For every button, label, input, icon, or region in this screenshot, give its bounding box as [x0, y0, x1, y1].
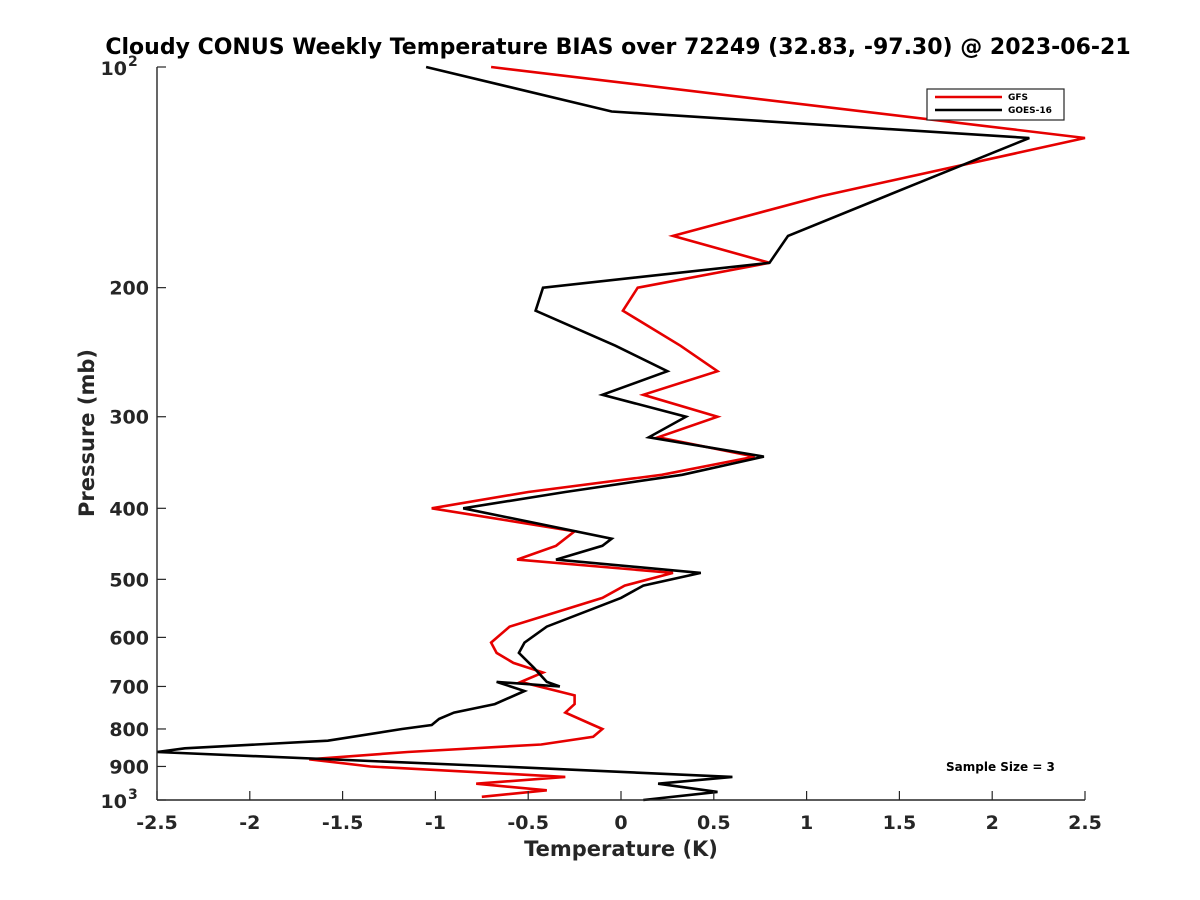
legend: GFS GOES-16	[926, 88, 1065, 121]
x-tick-label: -1.5	[322, 812, 364, 834]
y-tick-exponent: 3	[128, 787, 138, 803]
y-tick-label: 10	[101, 58, 127, 80]
plot-area	[157, 67, 1085, 800]
y-tick-label: 500	[109, 569, 149, 591]
y-tick-label: 900	[109, 756, 149, 778]
x-tick-label: 2	[986, 812, 999, 834]
x-ticks: -2.5 -2 -1.5 -1 -0.5 0 0.5 1 1.5 2 2.5	[136, 791, 1102, 834]
y-tick-label: 800	[109, 719, 149, 741]
x-tick-label: 1.5	[883, 812, 917, 834]
y-tick-label: 200	[109, 278, 149, 300]
x-tick-label: -1	[425, 812, 446, 834]
series-layer	[156, 65, 1086, 802]
y-tick-label: 400	[109, 498, 149, 520]
legend-goes16-label: GOES-16	[1008, 106, 1052, 116]
legend-gfs-label: GFS	[1008, 93, 1028, 103]
y-tick-label: 600	[109, 627, 149, 649]
x-tick-label: -2.5	[136, 812, 178, 834]
legend-box	[926, 88, 1065, 121]
y-tick-label: 700	[109, 676, 149, 698]
x-tick-label: 0.5	[697, 812, 731, 834]
y-tick-label: 300	[109, 407, 149, 429]
x-tick-label: 0	[614, 812, 627, 834]
x-tick-label: -0.5	[507, 812, 549, 834]
x-tick-label: 2.5	[1068, 812, 1102, 834]
series-line-goes16	[156, 65, 1030, 802]
y-tick-label: 10	[101, 791, 127, 813]
y-axis-label: Pressure (mb)	[75, 349, 99, 517]
x-axis-label: Temperature (K)	[524, 837, 718, 861]
x-tick-label: -2	[239, 812, 260, 834]
y-tick-exponent: 2	[128, 54, 138, 70]
x-tick-label: 1	[800, 812, 813, 834]
sample-size-annotation: Sample Size = 3	[946, 760, 1055, 774]
chart-title: Cloudy CONUS Weekly Temperature BIAS ove…	[105, 35, 1130, 60]
series-line-gfs	[309, 65, 1086, 799]
